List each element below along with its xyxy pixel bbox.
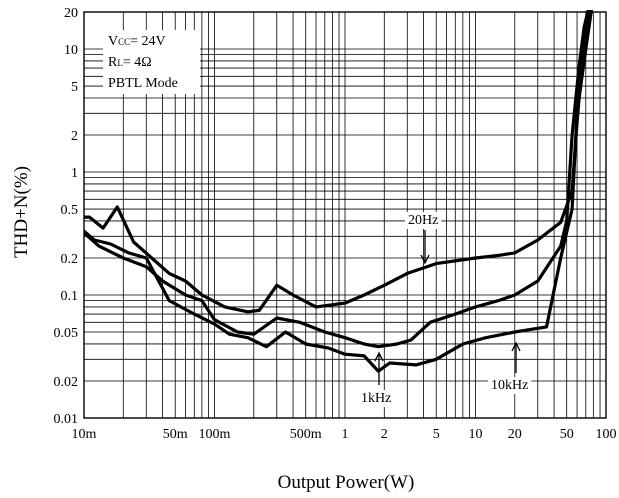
x-tick-label: 500m [290,427,322,442]
y-tick-label: 0.2 [61,252,79,267]
y-tick-label: 10 [64,43,78,58]
y-tick-label: 0.05 [54,326,79,341]
arrow-1khz [374,351,384,385]
x-tick-label: 100m [199,427,231,442]
rl-label: RL= 4Ω [108,55,152,70]
x-tick-labels: 10m 50m 100m 500m 1 2 5 10 20 50 100 [72,427,617,442]
annotation-20hz: 20Hz [408,213,438,228]
annotation-1khz: 1kHz [361,391,391,406]
y-tick-label: 0.1 [61,289,79,304]
y-axis-title: THD+N(%) [11,166,32,258]
y-tick-label: 1 [71,166,78,181]
x-tick-label: 10m [72,427,97,442]
conditions-box: VCC= 24V RL= 4Ω PBTL Mode [103,30,200,94]
plot-frame [83,11,607,419]
mode-label: PBTL Mode [108,76,178,91]
y-tick-label: 0.02 [54,375,79,390]
x-tick-label: 1 [342,427,349,442]
x-tick-label: 5 [433,427,440,442]
curves [84,10,594,373]
x-tick-label: 20 [508,427,522,442]
x-axis-title: Output Power(W) [278,472,415,493]
x-tick-label: 10 [469,427,483,442]
y-tick-label: 20 [64,6,78,21]
x-tick-label: 50m [163,427,188,442]
y-tick-label: 0.5 [61,203,79,218]
curve-annotations: 20Hz 1kHz 10kHz [358,212,532,407]
curve-20hz [84,10,591,314]
arrow-10khz [511,341,521,373]
y-tick-label: 5 [71,80,78,95]
vcc-label: VCC= 24V [108,34,166,49]
y-tick-label: 2 [71,129,78,144]
y-tick-label: 0.01 [54,412,79,427]
x-tick-label: 100 [596,427,617,442]
y-tick-labels: 0.01 0.02 0.05 0.1 0.2 0.5 1 2 5 10 20 [54,6,79,427]
curve-10khz [84,10,590,349]
x-tick-label: 50 [560,427,574,442]
curve-1khz [84,10,594,373]
arrow-20hz [420,230,430,265]
annotation-10khz: 10kHz [491,378,528,393]
x-tick-label: 2 [381,427,388,442]
